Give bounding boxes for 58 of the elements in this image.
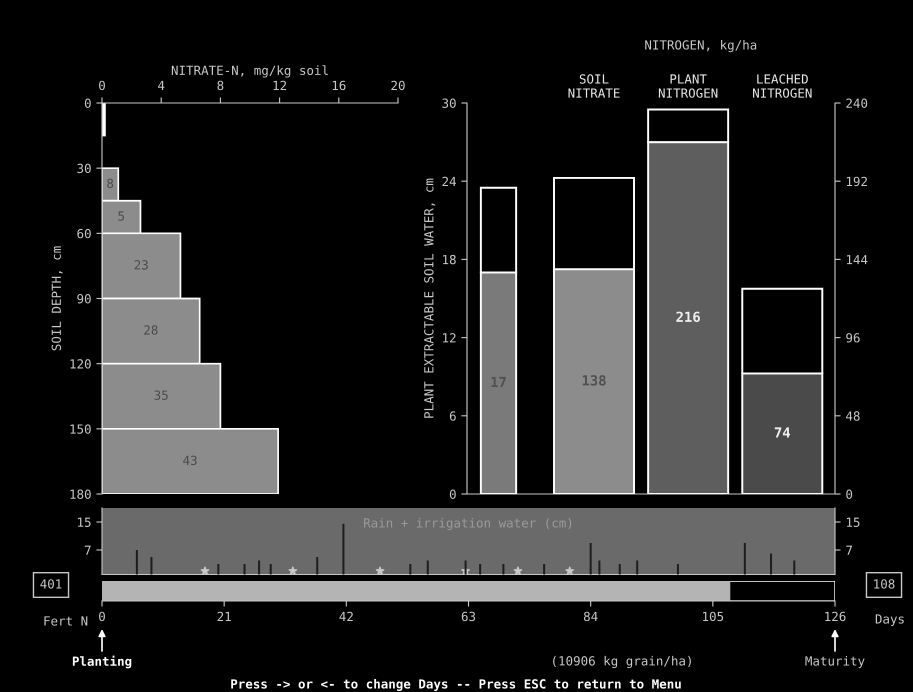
x-tick-label: LEACHED NITROGEN <box>753 74 812 98</box>
text: 401 <box>40 579 62 589</box>
text: (10906 kg grain/ha) <box>553 656 691 668</box>
annotation: 35 <box>154 390 168 400</box>
annotation: 8 <box>107 178 114 188</box>
y-tick-label: 180 <box>70 490 91 499</box>
x-tick-label: 4 <box>158 80 164 90</box>
y-tick-label: 6 <box>450 411 456 421</box>
x-axis-title: NITRATE-N, mg/kg soil <box>172 65 328 78</box>
y-tick-label: 15 <box>78 518 91 527</box>
annotation: 23 <box>134 260 148 270</box>
y-tick-label: 150 <box>70 424 91 434</box>
annotation: 43 <box>183 456 197 466</box>
y-tick-label: 24 <box>442 176 456 186</box>
x-tick-label: 0 <box>99 612 105 622</box>
x-tick-label: 12 <box>274 80 286 90</box>
y-tick-label: 48 <box>846 411 860 421</box>
y-tick-label: 240 <box>846 98 868 108</box>
x-tick-label: 21 <box>218 612 231 621</box>
y-tick-label: 18 <box>443 254 456 264</box>
y-tick-label: 0 <box>846 490 852 499</box>
y-tick-label: 0 <box>450 490 456 499</box>
x-tick-label: 84 <box>584 612 598 622</box>
text: Planting <box>72 656 132 668</box>
x-tick-label: 126 <box>825 612 846 622</box>
y-tick-label: 90 <box>77 294 91 304</box>
y-axis-title: SOIL DEPTH, cm <box>52 246 63 350</box>
x-tick-label: 42 <box>339 612 353 621</box>
y-tick-label: 7 <box>84 546 91 555</box>
x-tick-label: 63 <box>462 612 476 622</box>
y-tick-label: 30 <box>442 98 456 108</box>
y-tick-label: 30 <box>77 164 91 174</box>
text: Press -> or <- to change Days -- Press ESC to return to Menu <box>231 678 681 692</box>
text: 108 <box>874 579 894 589</box>
text: Maturity <box>805 656 865 668</box>
annotation: 5 <box>118 211 124 221</box>
x-tick-label: SOIL NITRATE <box>568 74 620 98</box>
y-axis-title: PLANT EXTRACTABLE SOIL WATER, cm <box>424 178 436 418</box>
data-label: 138 <box>582 375 606 386</box>
x-tick-label: PLANT NITROGEN <box>658 74 718 98</box>
y-tick-label: 192 <box>846 176 867 186</box>
y-axis-title: NITROGEN, kg/ha <box>645 40 756 52</box>
annotation: 28 <box>144 325 158 335</box>
data-label: 216 <box>676 312 700 322</box>
data-label: 74 <box>774 427 790 438</box>
x-tick-label: 8 <box>217 80 224 90</box>
x-tick-label: 20 <box>391 80 405 90</box>
y-tick-label: 120 <box>70 359 91 369</box>
x-tick-label: 105 <box>703 612 724 622</box>
x-tick-label: 0 <box>99 80 105 90</box>
text: Fert N <box>44 616 88 626</box>
y-tick-label: 12 <box>443 333 456 342</box>
y-tick-label: 144 <box>846 255 868 264</box>
x-tick-label: 16 <box>332 80 346 90</box>
y-tick-label: 60 <box>77 228 91 238</box>
y-tick-label: 96 <box>846 333 860 343</box>
x-axis-title: Days <box>876 614 904 626</box>
y-tick-label: 0 <box>84 98 91 108</box>
